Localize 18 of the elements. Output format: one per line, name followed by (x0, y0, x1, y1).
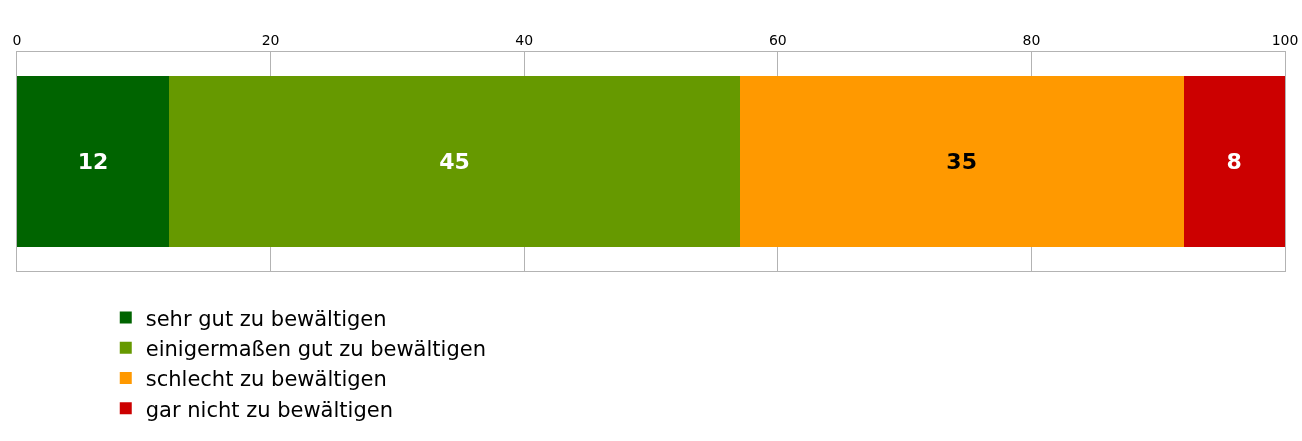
x-tick-label: 0 (12, 32, 22, 49)
bar (1183, 76, 1285, 247)
data-label: 45 (439, 149, 470, 174)
legend-label: gar nicht zu bewältigen (145, 397, 393, 422)
x-tick-label: 60 (768, 32, 787, 49)
data-label: 35 (946, 149, 977, 174)
legend-label: sehr gut zu bewältigen (145, 306, 387, 331)
legend-label: einigermaßen gut zu bewältigen (145, 336, 486, 361)
x-tick-label: 40 (515, 32, 534, 49)
bar (169, 76, 740, 247)
bar (17, 76, 170, 247)
x-tick-label: 100 (1271, 32, 1299, 49)
x-tick-label: 80 (1022, 32, 1041, 49)
x-tick-label: 20 (261, 32, 280, 49)
data-label: 8 (1226, 149, 1242, 174)
data-label: 12 (77, 149, 109, 174)
legend-label: schlecht zu bewältigen (145, 367, 387, 392)
bar (739, 76, 1184, 247)
